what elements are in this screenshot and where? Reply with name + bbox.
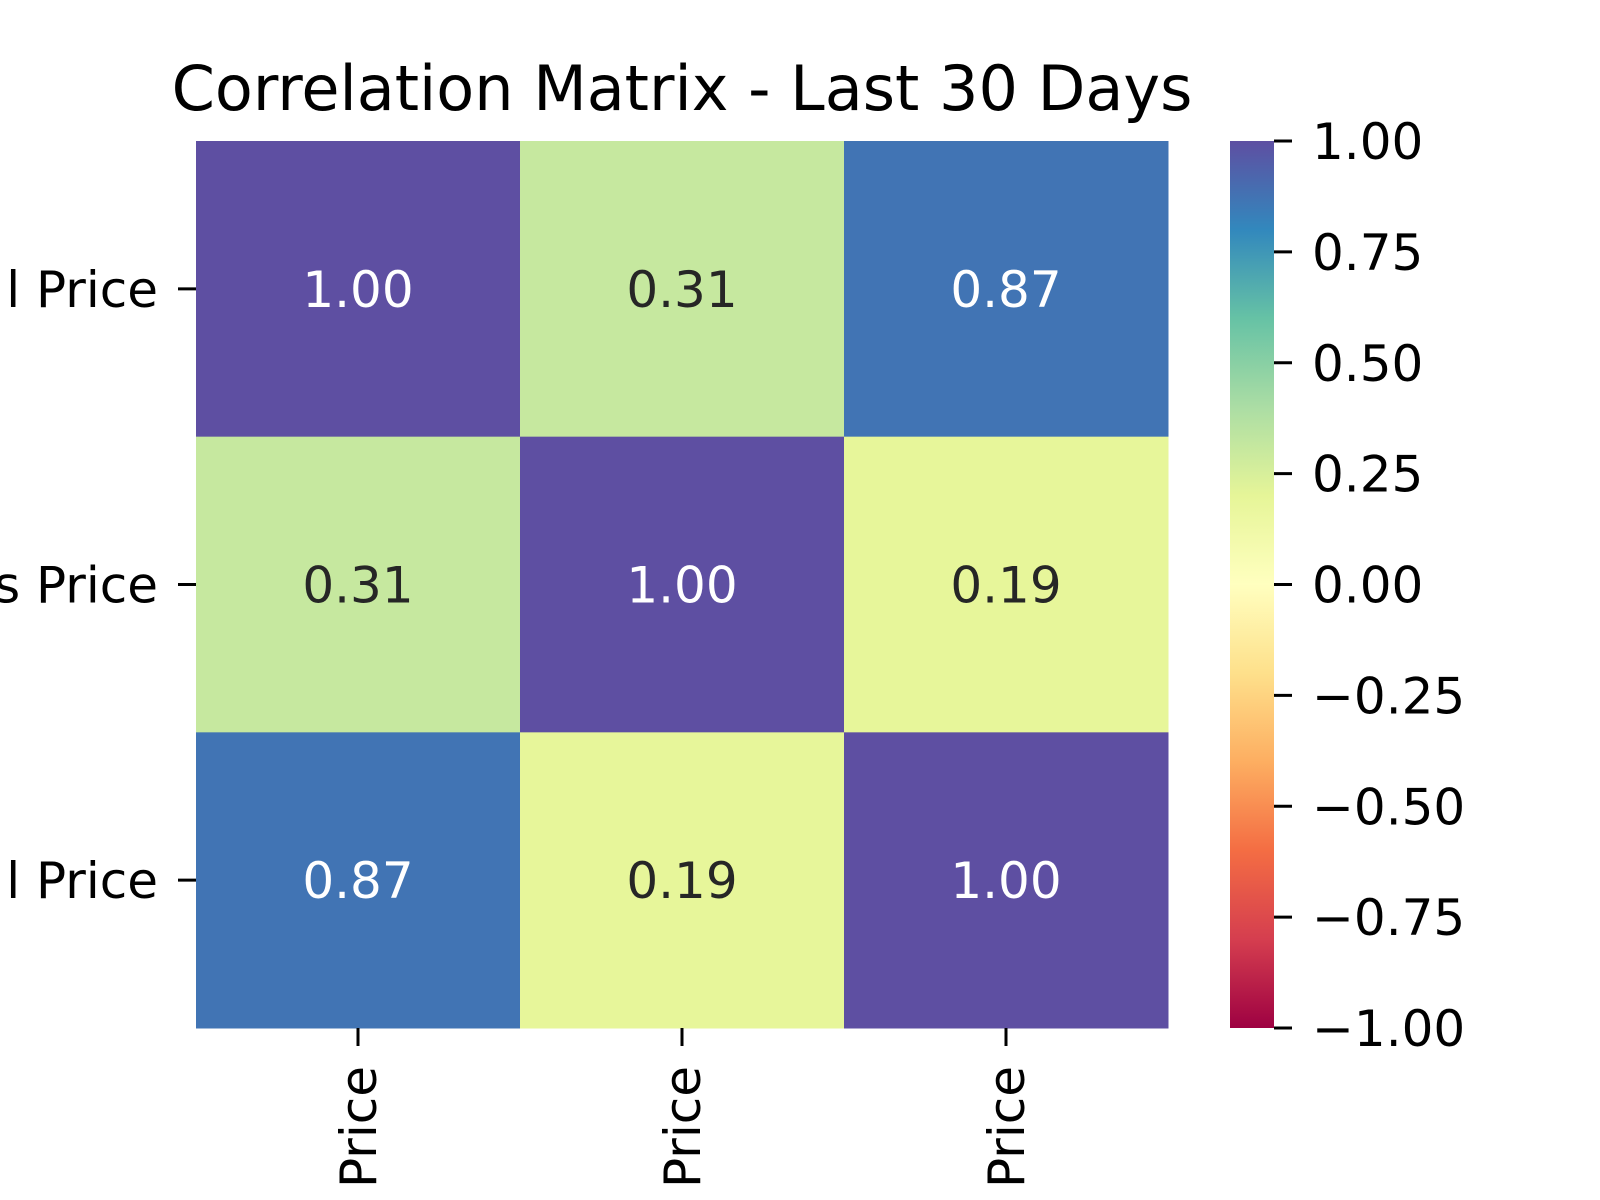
cell-value-label-r1-c2: 0.19 bbox=[950, 557, 1061, 615]
colorbar-tick-label-1: 0.75 bbox=[1312, 224, 1423, 282]
colorbar-gradient bbox=[1230, 141, 1274, 1028]
cell-value-label-r1-c0: 0.31 bbox=[302, 557, 413, 615]
colorbar-tick-label-7: −0.75 bbox=[1312, 889, 1465, 947]
colorbar-tick-label-2: 0.50 bbox=[1312, 335, 1423, 393]
cell-value-label-r2-c0: 0.87 bbox=[302, 852, 413, 910]
cell-value-label-r0-c1: 0.31 bbox=[626, 261, 737, 319]
heatmap-cell-r1-c1 bbox=[520, 436, 845, 733]
heatmap-cell-r1-c0 bbox=[196, 436, 521, 733]
colorbar: 1.00 0.75 0.50 0.25 0.00 −0.25 −0.50 −0.75 −1.00 bbox=[1230, 113, 1465, 1058]
colorbar-tick-label-8: −1.00 bbox=[1312, 1000, 1465, 1058]
colorbar-tick-label-6: −0.50 bbox=[1312, 778, 1465, 836]
column-label-2: Price bbox=[978, 1066, 1036, 1188]
column-label-0: Price bbox=[330, 1066, 388, 1188]
cell-value-label-r0-c2: 0.87 bbox=[950, 261, 1061, 319]
row-label-2: l Price bbox=[6, 852, 158, 910]
colorbar-tick-label-5: −0.25 bbox=[1312, 667, 1465, 725]
column-labels: Price Price Price bbox=[330, 1028, 1036, 1188]
chart-title: Correlation Matrix - Last 30 Days bbox=[172, 52, 1193, 125]
column-label-1: Price bbox=[654, 1066, 712, 1188]
cell-value-label-r2-c2: 1.00 bbox=[950, 852, 1061, 910]
heatmap-cell-r2-c0 bbox=[196, 732, 521, 1029]
row-labels: l Price s Price l Price bbox=[0, 261, 196, 910]
cell-value-label-r1-c1: 1.00 bbox=[626, 557, 737, 615]
heatmap-cells: 1.00 0.31 0.87 0.31 1.00 0.19 0.87 0.19 1.00 bbox=[196, 141, 1169, 1029]
colorbar-tick-label-3: 0.25 bbox=[1312, 446, 1423, 504]
heatmap-cell-r0-c2 bbox=[844, 141, 1169, 438]
heatmap-cell-r0-c1 bbox=[520, 141, 845, 438]
heatmap-cell-r0-c0 bbox=[196, 141, 521, 438]
row-label-0: l Price bbox=[6, 261, 158, 319]
heatmap-cell-r1-c2 bbox=[844, 436, 1169, 733]
row-label-1: s Price bbox=[0, 557, 158, 615]
colorbar-tick-label-4: 0.00 bbox=[1312, 557, 1423, 615]
cell-value-label-r0-c0: 1.00 bbox=[302, 261, 413, 319]
heatmap-cell-r2-c2 bbox=[844, 732, 1169, 1029]
heatmap-cell-r2-c1 bbox=[520, 732, 845, 1029]
cell-value-label-r2-c1: 0.19 bbox=[626, 852, 737, 910]
colorbar-tick-label-0: 1.00 bbox=[1312, 113, 1423, 171]
